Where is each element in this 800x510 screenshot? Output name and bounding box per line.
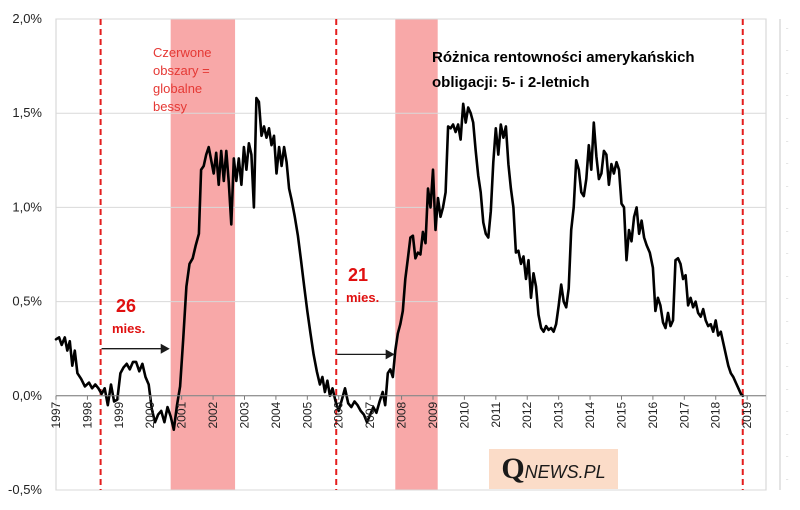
x-tick-label: 2011: [489, 401, 503, 427]
x-tick-label: 2005: [300, 401, 314, 428]
x-tick-label: 2008: [395, 401, 409, 428]
y-tick-label: 1,0%: [12, 199, 42, 214]
right-axis-tick: –: [786, 183, 789, 188]
series-line-spread: [54, 96, 745, 431]
right-axis-tick: –: [786, 318, 789, 323]
right-axis-tick: –: [786, 408, 789, 413]
x-tick-label: 1998: [80, 401, 94, 428]
x-tick-label: 2006: [332, 401, 346, 428]
right-axis-tick: –: [786, 115, 789, 120]
shading-note-line-2: obszary =: [153, 63, 210, 78]
x-tick-label: 2017: [677, 401, 691, 428]
right-axis-tick: –: [786, 363, 789, 368]
right-axis-tick: –: [786, 160, 789, 165]
shading-note-line-1: Czerwone: [153, 45, 212, 60]
x-tick-label: 2015: [614, 401, 628, 428]
lag-2001-unit: mies.: [112, 321, 145, 336]
lag-2007-arrow-head: [385, 349, 395, 360]
chart-title-line-1: Różnica rentowności amerykańskich: [432, 49, 695, 66]
y-tick-label: 2,0%: [12, 11, 42, 26]
right-axis-tick: –: [786, 341, 789, 346]
y-tick-label: 1,5%: [12, 105, 42, 120]
y-axis: 2,0% 1,5% 1,0% 0,5% 0,0% -0,5%: [8, 11, 42, 497]
x-tick-label: 2016: [646, 401, 660, 428]
lag-2001-arrow-head: [160, 343, 170, 354]
shading-note-line-4: bessy: [153, 99, 187, 114]
x-axis: 1997 1998 1999 2000 2001 2002 2003 2004 2005 2006…: [49, 395, 766, 429]
series-layer: [54, 96, 745, 431]
chart-title-line-2: obligacji: 5- i 2-letnich: [432, 74, 590, 91]
right-axis-tick: –: [786, 453, 789, 458]
right-axis-tick: –: [786, 228, 789, 233]
x-tick-label: 2001: [175, 401, 189, 428]
right-axis-tick: –: [786, 296, 789, 301]
dashed-markers: [99, 19, 744, 490]
right-axis-tick: –: [786, 431, 789, 436]
x-tick-label: 2010: [457, 401, 471, 428]
bear-market-band-1: [170, 19, 236, 490]
right-axis-tick: –: [786, 251, 789, 256]
x-tick-label: 2018: [709, 401, 723, 428]
x-tick-label: 2007: [363, 401, 377, 428]
right-axis-tick: –: [786, 273, 789, 278]
x-tick-label: 2003: [237, 401, 251, 428]
right-axis-tick: –: [786, 48, 789, 53]
x-tick-label: 2019: [740, 401, 754, 428]
right-axis-tick: –: [786, 476, 789, 481]
x-tick-label: 2002: [206, 401, 220, 428]
right-axis-tick: –: [786, 138, 789, 143]
shading-note-line-3: globalne: [153, 81, 202, 96]
right-axis: – – – – – – – – – – – – – – – – – – – – –: [779, 19, 789, 490]
x-tick-label: 2000: [143, 401, 157, 428]
x-tick-label: 2009: [426, 401, 440, 428]
x-tick-label: 2014: [583, 401, 597, 428]
x-tick-label: 2013: [552, 401, 566, 428]
lag-arrows: [101, 343, 395, 360]
logo-q-letter: Q: [501, 452, 525, 485]
lag-2007-number: 21: [348, 265, 368, 285]
right-axis-tick: –: [786, 93, 789, 98]
x-tick-label: 1997: [49, 401, 63, 428]
lag-2007-unit: mies.: [346, 290, 379, 305]
x-tick-label: 2012: [520, 401, 534, 428]
y-tick-label: 0,5%: [12, 294, 42, 309]
lag-2001-number: 26: [116, 296, 136, 316]
logo-text: NEWS.PL: [524, 461, 606, 482]
right-axis-tick: –: [786, 205, 789, 210]
right-axis-tick: –: [786, 70, 789, 75]
x-tick-label: 2004: [269, 401, 283, 428]
right-axis-tick: –: [786, 386, 789, 391]
y-tick-label: -0,5%: [8, 482, 42, 497]
qnews-logo: Q NEWS.PL: [489, 449, 618, 489]
right-axis-tick: –: [786, 25, 789, 30]
y-tick-label: 0,0%: [12, 388, 42, 403]
x-tick-label: 1999: [112, 401, 126, 428]
